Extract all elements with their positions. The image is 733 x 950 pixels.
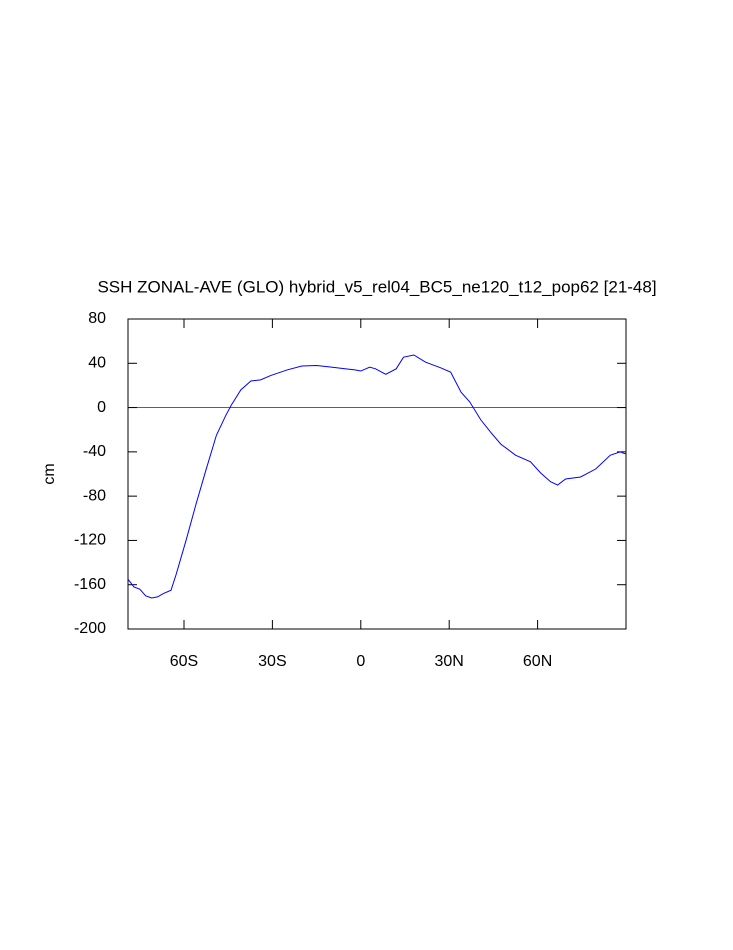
y-tick-label: -80 — [83, 487, 106, 504]
x-tick-label: 30S — [258, 653, 286, 670]
x-tick-label: 60N — [523, 653, 552, 670]
y-tick-label: -160 — [74, 576, 106, 593]
y-tick-label: 80 — [88, 310, 106, 327]
y-tick-label: -120 — [74, 532, 106, 549]
x-tick-label: 60S — [170, 653, 198, 670]
y-tick-label: -40 — [83, 443, 106, 460]
x-tick-label: 0 — [356, 653, 365, 670]
chart-title: SSH ZONAL-AVE (GLO) hybrid_v5_rel04_BC5_… — [97, 277, 656, 296]
y-tick-label: 0 — [97, 399, 106, 416]
y-axis-label: cm — [41, 463, 58, 484]
data-line — [127, 354, 627, 599]
plot-frame — [127, 318, 627, 630]
x-tick-label: 30N — [435, 653, 464, 670]
y-tick-label: -200 — [74, 620, 106, 637]
y-tick-label: 40 — [88, 355, 106, 372]
